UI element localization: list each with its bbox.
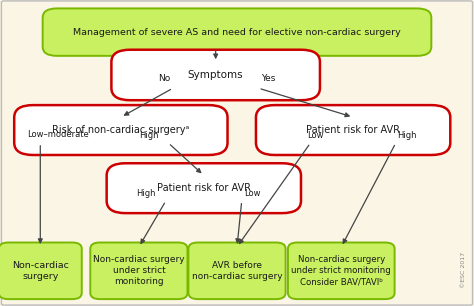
Text: Non-cardiac surgery
under strict monitoring
Consider BAV/TAVIᵇ: Non-cardiac surgery under strict monitor… [292,255,391,286]
Text: High: High [139,131,159,140]
FancyBboxPatch shape [111,50,320,100]
FancyBboxPatch shape [90,242,187,299]
Text: Patient risk for AVR: Patient risk for AVR [306,125,400,135]
Text: High: High [136,189,155,198]
FancyBboxPatch shape [256,105,450,155]
Text: Non-cardiac
surgery: Non-cardiac surgery [12,261,69,281]
Text: Non-cardiac surgery
under strict
monitoring: Non-cardiac surgery under strict monitor… [93,255,185,286]
Text: Low: Low [244,189,261,198]
FancyBboxPatch shape [107,163,301,213]
Text: AVR before
non-cardiac surgery: AVR before non-cardiac surgery [191,261,283,281]
Text: Risk of non-cardiac surgeryᵃ: Risk of non-cardiac surgeryᵃ [52,125,190,135]
Text: Management of severe AS and need for elective non-cardiac surgery: Management of severe AS and need for ele… [73,28,401,37]
FancyBboxPatch shape [14,105,228,155]
Text: Low–moderate: Low–moderate [27,130,89,139]
FancyBboxPatch shape [188,242,285,299]
Text: ©ESC 2017: ©ESC 2017 [461,252,465,288]
FancyBboxPatch shape [43,8,431,56]
Text: High: High [397,131,417,140]
Text: Low: Low [307,131,324,140]
Text: No: No [158,74,171,83]
Text: Patient risk for AVR: Patient risk for AVR [157,183,251,193]
Text: Symptoms: Symptoms [188,70,244,80]
FancyBboxPatch shape [0,242,82,299]
Text: Yes: Yes [261,74,275,83]
FancyBboxPatch shape [288,242,394,299]
